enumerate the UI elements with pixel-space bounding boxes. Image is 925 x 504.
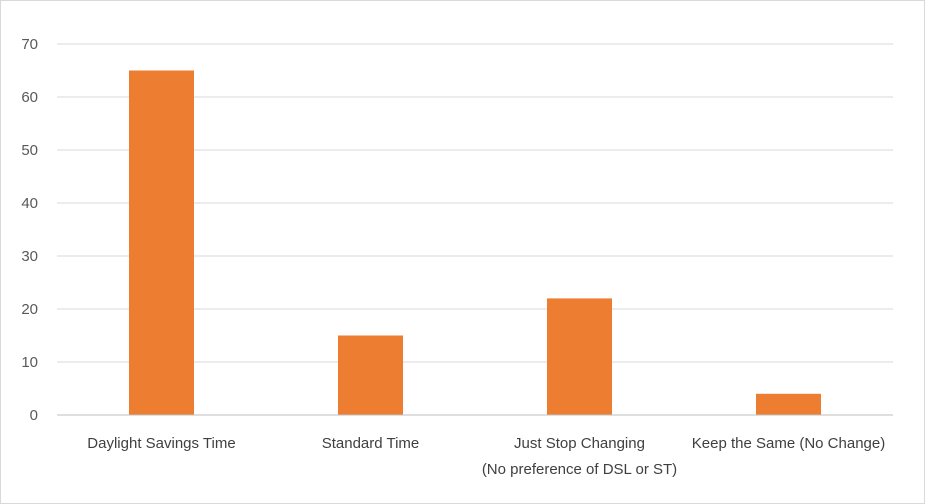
y-axis-ticks: 0 10 20 30 40 50 60 70 [21, 36, 38, 424]
bar [547, 298, 612, 415]
y-tick-label: 50 [21, 142, 38, 159]
y-tick-label: 20 [21, 301, 38, 318]
y-tick-label: 40 [21, 195, 38, 212]
y-tick-label: 70 [21, 36, 38, 53]
bar [338, 335, 403, 415]
bar [129, 70, 194, 415]
y-tick-label: 60 [21, 89, 38, 106]
x-category-label: Daylight Savings Time [87, 435, 235, 452]
x-category-label: Just Stop Changing [514, 435, 645, 452]
y-tick-label: 0 [30, 407, 38, 424]
gridlines [57, 43, 893, 363]
y-tick-label: 30 [21, 248, 38, 265]
x-category-label: Standard Time [322, 435, 420, 452]
x-category-label: (No preference of DSL or ST) [482, 461, 677, 478]
x-category-label: Keep the Same (No Change) [692, 435, 885, 452]
bar [756, 393, 821, 415]
y-tick-label: 10 [21, 354, 38, 371]
bars [129, 70, 821, 415]
x-axis-labels: Daylight Savings Time Standard Time Just S… [87, 435, 885, 478]
